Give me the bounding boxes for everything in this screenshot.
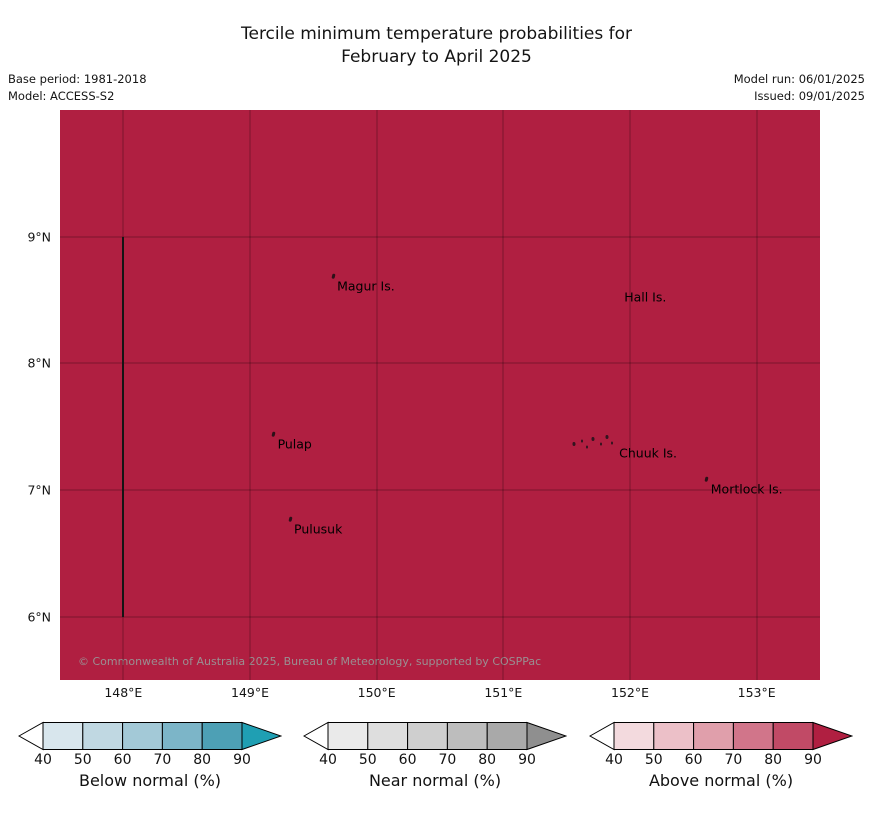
colorbar-tick-label: 50 <box>73 752 92 768</box>
colorbar-tick-label: 70 <box>438 752 457 768</box>
colorbar-tick-label: 60 <box>684 752 703 768</box>
meta-right: Model run: 06/01/2025 Issued: 09/01/2025 <box>734 71 865 105</box>
grid-line-horizontal <box>60 362 820 364</box>
island-name: Pulap <box>277 437 312 453</box>
island-dot-icon <box>287 516 292 523</box>
colorbar-ticks-below-normal: 40 50 60 70 80 90 <box>18 751 282 768</box>
colorbar-ticks-near-normal: 40 50 60 70 80 90 <box>303 751 567 768</box>
islet-shape <box>572 442 576 447</box>
island-name: Pulusuk <box>294 521 343 537</box>
x-axis-tick-label: 152°E <box>610 685 650 700</box>
meridian-line-148e <box>122 236 125 617</box>
colorbar-title-above-normal: Above normal (%) <box>648 771 794 790</box>
island-dot-icon <box>271 431 276 438</box>
y-axis-tick-label: 6°N <box>27 609 51 625</box>
island-label: Chuuk Is. <box>619 444 677 461</box>
colorbar-tick-label: 60 <box>113 752 132 768</box>
colorbar-tick-label: 40 <box>605 752 623 768</box>
colorbar-tick-label: 80 <box>193 752 212 768</box>
colorbar-above-normal: 40 50 60 70 80 90 Above normal (%) <box>589 721 853 790</box>
x-axis-tick-label: 148°E <box>104 685 143 700</box>
islet-shape <box>605 434 609 439</box>
colorbar-tick-label: 90 <box>804 752 822 768</box>
legend-colorbars: 40 50 60 70 80 90 Below normal (%) 40 50 60 70 80 90… <box>0 721 873 813</box>
figure-title-line2: February to April 2025 <box>341 47 532 67</box>
island-dot-icon <box>331 273 335 279</box>
islet-shape <box>599 442 602 446</box>
island-label: Mortlock Is. <box>704 476 783 497</box>
figure-title: Tercile minimum temperature probabilitie… <box>0 23 873 69</box>
islet-shape <box>585 445 588 449</box>
island-name: Magur Is. <box>337 278 395 294</box>
island-label: Pulusuk <box>287 516 343 537</box>
island-name: Mortlock Is. <box>710 481 783 497</box>
colorbar-tick-label: 70 <box>724 752 743 768</box>
islet-shape <box>611 441 614 445</box>
island-name: Chuuk Is. <box>619 445 678 461</box>
x-axis: 148°E 149°E 150°E 151°E 152°E 153°E <box>60 685 820 703</box>
model-name-text: Model: ACCESS-S2 <box>8 89 115 103</box>
colorbar-near-normal: 40 50 60 70 80 90 Near normal (%) <box>303 721 567 790</box>
island-label: Hall Is. <box>624 288 666 305</box>
issued-date-text: Issued: 09/01/2025 <box>754 89 865 103</box>
model-run-text: Model run: 06/01/2025 <box>733 72 865 86</box>
island-dot-icon <box>704 476 709 482</box>
grid-line-horizontal <box>60 489 820 491</box>
island-label: Magur Is. <box>331 273 395 294</box>
colorbar-tick-label: 40 <box>34 752 52 768</box>
island-name: Hall Is. <box>624 290 667 306</box>
colorbar-tick-label: 40 <box>319 752 337 768</box>
islet-shape <box>591 437 595 442</box>
colorbar-tick-label: 90 <box>233 752 251 768</box>
map-area: © Commonwealth of Australia 2025, Bureau… <box>60 110 820 680</box>
y-axis-tick-label: 7°N <box>27 482 51 498</box>
colorbar-gradient-below-normal <box>18 721 282 751</box>
grid-line-vertical <box>249 110 251 680</box>
colorbar-below-normal: 40 50 60 70 80 90 Below normal (%) <box>18 721 282 790</box>
y-axis-tick-label: 8°N <box>27 355 51 371</box>
base-period-text: Base period: 1981-2018 <box>8 72 147 86</box>
colorbar-tick-label: 80 <box>478 752 497 768</box>
colorbar-tick-label: 60 <box>398 752 417 768</box>
figure-title-line1: Tercile minimum temperature probabilitie… <box>240 24 633 44</box>
colorbar-ticks-above-normal: 40 50 60 70 80 90 <box>589 751 853 768</box>
x-axis-tick-label: 150°E <box>357 685 396 700</box>
grid-line-vertical <box>629 110 631 680</box>
copyright-text: © Commonwealth of Australia 2025, Bureau… <box>78 655 542 668</box>
colorbar-tick-label: 70 <box>153 752 172 768</box>
meta-left: Base period: 1981-2018 Model: ACCESS-S2 <box>8 71 147 105</box>
map-container: © Commonwealth of Australia 2025, Bureau… <box>27 110 820 680</box>
x-axis-tick-label: 149°E <box>230 685 270 700</box>
colorbar-tick-label: 90 <box>518 752 536 768</box>
colorbar-title-near-normal: Near normal (%) <box>368 771 502 790</box>
grid-line-vertical <box>376 110 378 680</box>
colorbar-tick-label: 50 <box>358 752 377 768</box>
grid-line-vertical <box>756 110 758 680</box>
colorbar-gradient-near-normal <box>303 721 567 751</box>
x-axis-tick-label: 151°E <box>484 685 523 700</box>
x-axis-tick-label: 153°E <box>737 685 776 700</box>
y-axis-tick-label: 9°N <box>27 229 51 245</box>
islet-shape <box>580 439 583 443</box>
grid-line-horizontal <box>60 616 820 618</box>
island-label: Pulap <box>271 431 312 453</box>
colorbar-tick-label: 50 <box>644 752 663 768</box>
colorbar-tick-label: 80 <box>764 752 783 768</box>
grid-line-vertical <box>502 110 504 680</box>
colorbar-gradient-above-normal <box>589 721 853 751</box>
colorbar-title-below-normal: Below normal (%) <box>78 771 222 790</box>
grid-line-horizontal <box>60 236 820 238</box>
